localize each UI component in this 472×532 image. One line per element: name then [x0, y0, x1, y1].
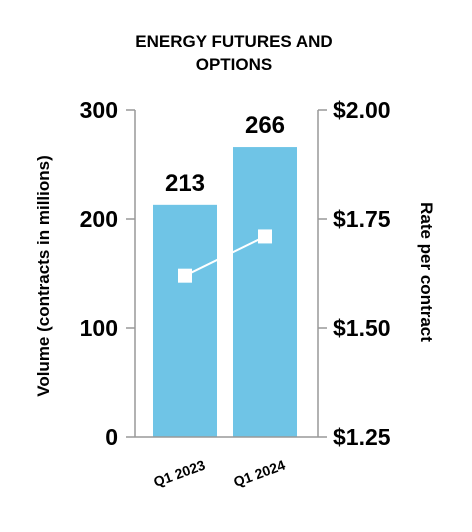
- rate-marker-2: [258, 229, 272, 244]
- right-tick-label-1: $1.25: [333, 424, 391, 450]
- rate-marker-1: [178, 268, 192, 283]
- left-tick-label-4: 300: [80, 97, 118, 123]
- right-axis-label: Rate per contract: [417, 202, 436, 342]
- left-tick-label-1: 0: [105, 424, 118, 450]
- rate-line: [184, 235, 266, 277]
- chart-title-line-1: ENERGY FUTURES AND: [135, 32, 332, 51]
- bar-2: [233, 147, 297, 437]
- bar-1: [153, 204, 217, 437]
- plot-area: 213 266 0 100 200 300 $1.25 $1.50 $1.75 $2.00 Q1 2…: [80, 97, 391, 490]
- chart-title: ENERGY FUTURES AND OPTIONS: [135, 32, 332, 74]
- left-axis-label: Volume (contracts in millions): [34, 155, 53, 397]
- left-tick-label-3: 200: [80, 206, 118, 232]
- right-tick-label-3: $1.75: [333, 206, 391, 232]
- category-label-2: Q1 2024: [231, 457, 287, 490]
- bar-data-label-2: 266: [245, 112, 285, 139]
- category-label-1: Q1 2023: [151, 457, 207, 490]
- right-tick-label-2: $1.50: [333, 315, 391, 341]
- left-tick-label-2: 100: [80, 315, 118, 341]
- bar-data-label-1: 213: [165, 170, 205, 197]
- chart-title-line-2: OPTIONS: [196, 55, 273, 74]
- right-tick-label-4: $2.00: [333, 97, 391, 123]
